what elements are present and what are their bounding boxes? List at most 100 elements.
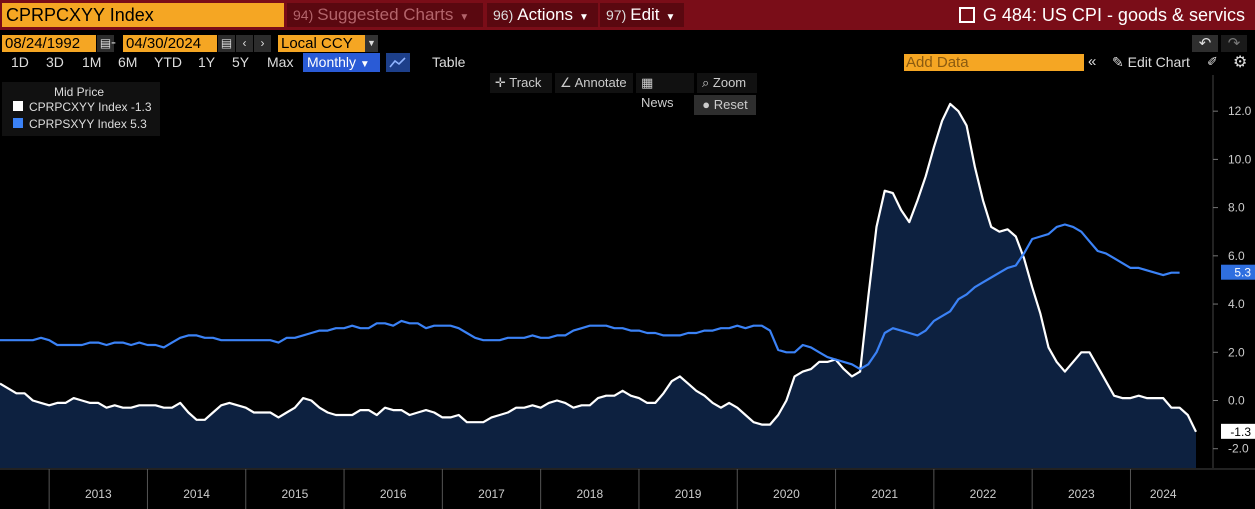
- zoom-tool[interactable]: ⌕ Zoom: [697, 73, 757, 93]
- chevron-down-icon: ▼: [578, 12, 589, 23]
- annotate-tool[interactable]: ∠ Annotate: [555, 73, 633, 93]
- series-line-1: [0, 223, 1180, 371]
- x-tick-label: 2013: [85, 487, 112, 501]
- actions-number: 96): [493, 7, 514, 23]
- x-tick-label: 2023: [1068, 487, 1095, 501]
- suggested-charts-button[interactable]: 94) Suggested Charts ▼: [287, 3, 483, 27]
- period-3d[interactable]: 3D: [46, 54, 64, 70]
- last-value-label: 5.3: [1234, 266, 1251, 280]
- period-1d[interactable]: 1D: [11, 54, 29, 70]
- series-line-0: [0, 102, 1197, 433]
- suggested-number: 94): [293, 7, 314, 23]
- chevron-down-icon: ▼: [359, 59, 370, 70]
- y-tick-label: 10.0: [1228, 152, 1252, 166]
- frequency-select[interactable]: Monthly ▼: [303, 53, 380, 72]
- x-tick-label: 2021: [871, 487, 898, 501]
- news-tool[interactable]: ▦ News: [636, 73, 694, 110]
- line-chart-icon[interactable]: [386, 53, 410, 72]
- legend-label: CPRPCXYY Index: [29, 100, 128, 114]
- period-6m[interactable]: 6M: [118, 54, 138, 70]
- annotate-label: Annotate: [574, 75, 627, 90]
- legend-value: -1.3: [130, 100, 152, 114]
- y-tick-label: 2.0: [1228, 345, 1245, 359]
- double-chevron-left-icon[interactable]: «: [1088, 53, 1097, 70]
- news-label: News: [641, 95, 674, 110]
- table-tab[interactable]: Table: [432, 54, 466, 70]
- gear-icon[interactable]: ⚙: [1233, 54, 1248, 71]
- actions-menu-button[interactable]: 96) Actions ▼: [487, 3, 598, 27]
- x-tick-label: 2018: [576, 487, 603, 501]
- track-label: Track: [509, 75, 542, 90]
- x-tick-label: 2017: [478, 487, 505, 501]
- annotate-icon: ∠: [560, 75, 572, 90]
- chevron-down-icon: ▼: [665, 12, 676, 23]
- currency-value: Local CCY: [281, 35, 353, 52]
- x-tick-label: 2024: [1150, 487, 1177, 501]
- calendar-icon[interactable]: ▤: [218, 35, 235, 52]
- period-1m[interactable]: 1M: [82, 54, 102, 70]
- chevron-right-icon[interactable]: ›: [254, 35, 271, 52]
- legend-swatch: [13, 101, 23, 111]
- legend-swatch: [13, 118, 23, 128]
- top-bar: CPRPCXYY Index 94) Suggested Charts ▼ 96) A…: [0, 0, 1255, 30]
- y-tick-label: 6.0: [1228, 249, 1245, 263]
- end-date-input[interactable]: 04/30/2024: [123, 35, 217, 52]
- period-1y[interactable]: 1Y: [198, 54, 216, 70]
- edit-label: Edit: [630, 5, 660, 24]
- chart-legend: Mid Price CPRPCXYY Index -1.3 CPRPSXYY I…: [2, 82, 160, 136]
- x-tick-label: 2019: [675, 487, 702, 501]
- y-tick-label: -2.0: [1228, 442, 1249, 456]
- x-tick-label: 2014: [183, 487, 210, 501]
- search-icon: ⌕: [702, 75, 710, 90]
- redo-icon[interactable]: ↷: [1221, 35, 1247, 52]
- add-data-input[interactable]: Add Data: [904, 54, 1084, 71]
- edit-menu-button[interactable]: 97) Edit ▼: [600, 3, 684, 27]
- legend-item-goods[interactable]: CPRPCXYY Index -1.3: [13, 100, 152, 114]
- legend-value: 5.3: [130, 117, 147, 131]
- reset-button[interactable]: ● Reset: [694, 95, 756, 115]
- pencil-icon[interactable]: ✐: [1207, 54, 1218, 69]
- chevron-down-icon: ▼: [365, 35, 378, 52]
- undo-icon[interactable]: ↶: [1192, 35, 1218, 52]
- chart-title: G 484: US CPI - goods & servics: [958, 3, 1245, 27]
- goods-area-fill: [0, 103, 1196, 469]
- track-tool[interactable]: ✛ Track: [490, 73, 552, 93]
- edit-chart-button[interactable]: ✎ Edit Chart: [1112, 54, 1190, 71]
- legend-item-services[interactable]: CPRPSXYY Index 5.3: [13, 117, 147, 131]
- chevron-down-icon: ▼: [459, 12, 470, 23]
- x-tick-label: 2020: [773, 487, 800, 501]
- reset-icon: ●: [702, 97, 711, 112]
- external-link-icon[interactable]: [958, 7, 975, 23]
- calendar-icon[interactable]: ▤: [97, 35, 114, 52]
- chevron-left-icon[interactable]: ‹: [236, 35, 253, 52]
- edit-chart-label: Edit Chart: [1127, 54, 1190, 70]
- x-tick-label: 2015: [282, 487, 309, 501]
- zoom-label: Zoom: [712, 75, 747, 90]
- reset-label: Reset: [713, 97, 748, 112]
- period-5y[interactable]: 5Y: [232, 54, 250, 70]
- y-tick-label: 12.0: [1228, 104, 1252, 118]
- plot-area: -2.0 0.0 2.0 4.0 6.0 8.0 10.0 12.0 -1.3 5.3 2013 20…: [0, 75, 1255, 509]
- last-value-label: -1.3: [1230, 425, 1251, 439]
- frequency-value: Monthly: [307, 54, 357, 70]
- y-tick-label: 4.0: [1228, 297, 1245, 311]
- start-date-input[interactable]: 08/24/1992: [2, 35, 96, 52]
- period-max[interactable]: Max: [267, 54, 294, 70]
- pencil-icon: ✎: [1112, 54, 1124, 70]
- news-icon: ▦: [641, 75, 654, 90]
- y-tick-label: 8.0: [1228, 201, 1245, 215]
- crosshair-icon: ✛: [495, 75, 506, 90]
- legend-title: Mid Price: [54, 85, 105, 99]
- currency-select[interactable]: Local CCY ▼: [278, 35, 378, 52]
- line-chart-icon-graphic: [389, 57, 406, 68]
- last-value-label-bg: [1221, 264, 1255, 280]
- y-tick-label: 0.0: [1228, 393, 1245, 407]
- last-value-label-bg: [1221, 423, 1255, 439]
- ticker-input[interactable]: CPRPCXYY Index: [2, 3, 284, 27]
- period-ytd[interactable]: YTD: [154, 54, 182, 70]
- edit-number: 97): [606, 7, 627, 23]
- legend-label: CPRPSXYY Index: [29, 117, 127, 131]
- x-tick-label: 2022: [970, 487, 997, 501]
- actions-label: Actions: [517, 5, 573, 24]
